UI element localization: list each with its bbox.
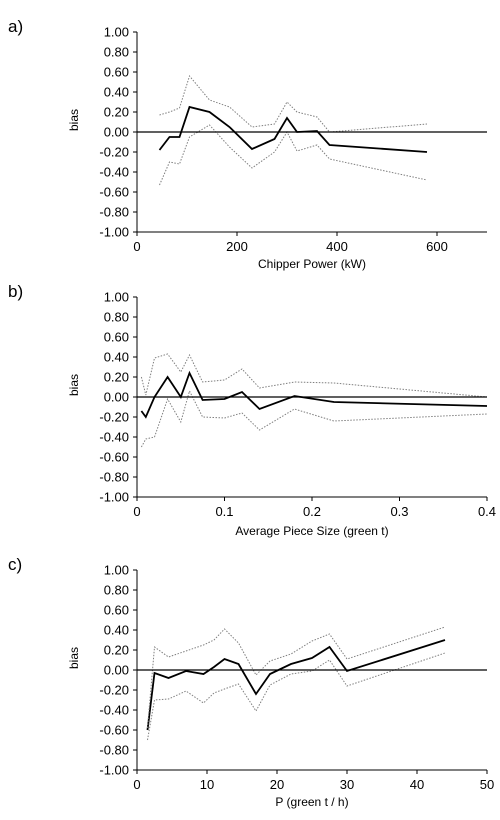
series-lower-line [159, 124, 428, 186]
x-tick-label: 0.3 [390, 504, 408, 519]
y-tick-label: 1.00 [104, 290, 129, 305]
y-tick-label: 0.40 [104, 85, 129, 100]
y-tick-label: 0.80 [104, 583, 129, 598]
y-tick-label: 0.40 [104, 350, 129, 365]
y-tick-label: -0.20 [99, 410, 129, 425]
x-tick-label: 200 [226, 239, 248, 254]
x-tick-label: 0.1 [215, 504, 233, 519]
y-axis-title: bias [67, 109, 81, 131]
y-tick-label: 0.20 [104, 105, 129, 120]
series-mean-line [140, 370, 488, 419]
series-lower-line [147, 652, 446, 741]
y-axis-title: bias [67, 374, 81, 396]
series-upper-line [147, 626, 446, 729]
y-tick-label: 0.60 [104, 603, 129, 618]
series-upper-line [159, 74, 428, 133]
y-tick-label: 0.00 [104, 390, 129, 405]
x-tick-label: 600 [426, 239, 448, 254]
y-tick-label: -0.20 [99, 683, 129, 698]
y-tick-label: 0.80 [104, 45, 129, 60]
x-tick-label: 400 [326, 239, 348, 254]
y-tick-label: 0.60 [104, 65, 129, 80]
y-tick-label: -0.80 [99, 470, 129, 485]
y-tick-label: -0.60 [99, 723, 129, 738]
x-axis-title: Chipper Power (kW) [258, 257, 366, 271]
x-tick-label: 30 [340, 777, 354, 792]
x-tick-label: 40 [410, 777, 424, 792]
y-tick-label: -0.20 [99, 145, 129, 160]
series-lower-line [140, 389, 488, 448]
y-tick-label: -1.00 [99, 225, 129, 240]
y-tick-label: -0.60 [99, 450, 129, 465]
x-tick-label: 0 [133, 777, 140, 792]
y-tick-label: 0.40 [104, 623, 129, 638]
y-tick-label: -0.40 [99, 703, 129, 718]
panel-label: c) [8, 555, 22, 574]
y-tick-label: -0.60 [99, 185, 129, 200]
x-tick-label: 20 [270, 777, 284, 792]
series-mean-line [146, 639, 446, 731]
y-axis-title: bias [67, 647, 81, 669]
chart-panel-2: b)-1.00-0.80-0.60-0.40-0.200.000.200.400… [8, 282, 496, 538]
y-tick-label: 0.20 [104, 370, 129, 385]
x-tick-label: 50 [480, 777, 494, 792]
y-tick-label: -0.80 [99, 205, 129, 220]
panel-label: b) [8, 282, 23, 301]
y-tick-label: 0.00 [104, 663, 129, 678]
y-tick-label: 0.20 [104, 643, 129, 658]
x-axis-title: P (green t / h) [275, 795, 348, 809]
x-tick-label: 0 [133, 504, 140, 519]
chart-panel-1: a) -1.00 -0.80 -0.60 -0.40 -0.20 0.00 0.20 0.40 0… [8, 17, 487, 271]
y-tick-label: 1.00 [104, 563, 129, 578]
panel-label: a) [8, 17, 23, 36]
y-tick-label: 0.00 [104, 125, 129, 140]
x-tick-label: 0.4 [478, 504, 496, 519]
series-upper-line [140, 353, 488, 398]
series-mean-line [158, 105, 428, 153]
y-tick-label: 1.00 [104, 25, 129, 40]
y-tick-label: -0.40 [99, 165, 129, 180]
y-tick-label: 0.60 [104, 330, 129, 345]
y-tick-label: 0.80 [104, 310, 129, 325]
x-axis-title: Average Piece Size (green t) [235, 524, 388, 538]
y-tick-label: -0.80 [99, 743, 129, 758]
y-tick-label: -1.00 [99, 763, 129, 778]
x-tick-label: 0 [133, 239, 140, 254]
y-tick-label: -1.00 [99, 490, 129, 505]
x-tick-label: 0.2 [303, 504, 321, 519]
y-tick-label: -0.40 [99, 430, 129, 445]
x-tick-label: 10 [200, 777, 214, 792]
chart-panel-3: c) -1.00 -0.80 -0.60 -0.40 -0.20 0.00 0.20 0.40 0… [8, 555, 494, 809]
